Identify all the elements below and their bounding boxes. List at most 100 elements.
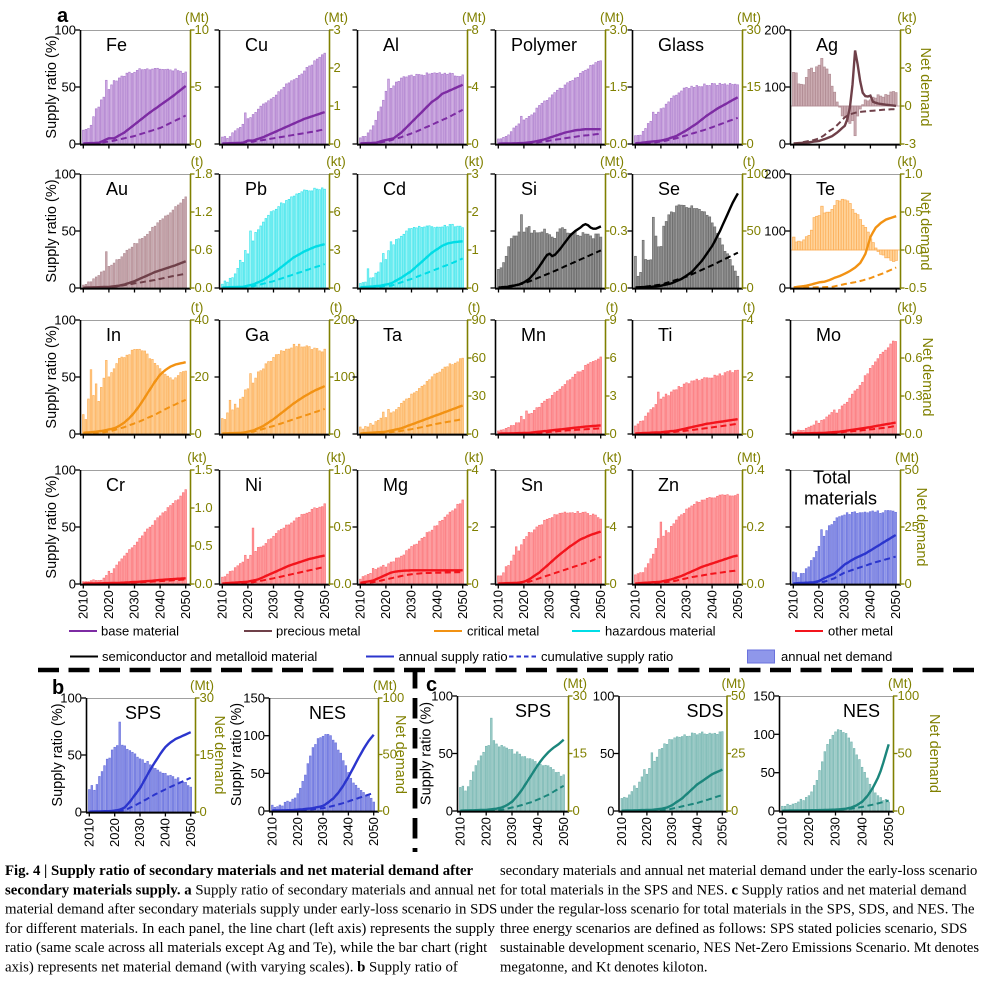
svg-text:3: 3 [610, 388, 617, 403]
svg-text:100: 100 [753, 727, 775, 742]
svg-text:2020: 2020 [378, 590, 393, 619]
svg-text:Net demand: Net demand [919, 338, 935, 417]
svg-text:0: 0 [779, 137, 786, 152]
svg-text:0: 0 [69, 281, 76, 296]
svg-text:Supply ratio (%): Supply ratio (%) [44, 475, 60, 578]
svg-text:15: 15 [747, 79, 761, 94]
svg-text:a: a [57, 5, 69, 27]
svg-text:6: 6 [334, 204, 341, 219]
svg-text:2020: 2020 [516, 590, 531, 619]
svg-text:100: 100 [383, 690, 405, 705]
svg-text:100: 100 [431, 689, 453, 704]
svg-text:50: 50 [439, 746, 453, 761]
svg-text:30: 30 [472, 388, 486, 403]
svg-text:other metal: other metal [828, 624, 893, 639]
svg-text:0: 0 [446, 804, 453, 819]
svg-text:100: 100 [764, 80, 786, 95]
svg-text:Ag: Ag [816, 35, 838, 55]
svg-text:2020: 2020 [290, 817, 305, 846]
svg-text:2010: 2010 [76, 590, 91, 619]
svg-text:0: 0 [905, 576, 912, 591]
svg-text:precious metal: precious metal [276, 624, 361, 639]
svg-text:Net demand: Net demand [917, 48, 933, 127]
svg-text:(kt): (kt) [897, 154, 917, 169]
svg-text:100: 100 [54, 23, 76, 38]
svg-text:0: 0 [610, 576, 617, 591]
svg-text:0.5: 0.5 [195, 538, 213, 553]
svg-text:30: 30 [573, 688, 587, 703]
svg-text:0: 0 [195, 136, 202, 151]
svg-text:In: In [106, 325, 121, 345]
svg-text:Ga: Ga [245, 325, 270, 345]
svg-text:0: 0 [747, 136, 754, 151]
svg-text:annual supply ratio: annual supply ratio [399, 649, 508, 664]
svg-text:5: 5 [195, 79, 202, 94]
svg-text:15: 15 [573, 746, 587, 761]
svg-text:critical metal: critical metal [467, 624, 539, 639]
svg-text:-3: -3 [905, 136, 917, 151]
svg-text:6: 6 [610, 350, 617, 365]
svg-text:2040: 2040 [429, 590, 444, 619]
svg-text:(t): (t) [606, 300, 619, 315]
svg-text:0: 0 [200, 804, 207, 819]
svg-text:50: 50 [731, 688, 745, 703]
svg-text:0.5: 0.5 [334, 519, 352, 534]
svg-text:3: 3 [905, 60, 912, 75]
svg-text:0.0: 0.0 [195, 280, 213, 295]
svg-text:base material: base material [101, 624, 179, 639]
svg-text:2040: 2040 [341, 817, 356, 846]
svg-text:2030: 2030 [679, 590, 694, 619]
svg-text:15: 15 [200, 747, 214, 762]
svg-text:Ni: Ni [245, 475, 262, 495]
svg-text:0: 0 [195, 426, 202, 441]
svg-text:-0.5: -0.5 [905, 280, 927, 295]
svg-text:2050: 2050 [317, 590, 332, 619]
svg-text:50: 50 [383, 747, 397, 762]
svg-text:three energy scenarios are def: three energy scenarios are defined as fo… [500, 921, 967, 937]
svg-text:0: 0 [258, 804, 265, 819]
svg-text:(Mt): (Mt) [373, 678, 397, 693]
svg-text:Pb: Pb [245, 179, 267, 199]
svg-text:(kt): (kt) [602, 450, 622, 465]
svg-text:0: 0 [472, 426, 479, 441]
svg-text:2020: 2020 [801, 817, 816, 846]
svg-text:2020: 2020 [653, 590, 668, 619]
svg-text:50: 50 [62, 520, 76, 535]
svg-text:0: 0 [334, 136, 341, 151]
svg-text:50: 50 [62, 370, 76, 385]
svg-text:3: 3 [334, 242, 341, 257]
svg-text:9: 9 [334, 166, 341, 181]
svg-text:2020: 2020 [639, 817, 654, 846]
svg-text:100: 100 [898, 688, 920, 703]
svg-text:(Mt): (Mt) [563, 676, 587, 691]
svg-text:40: 40 [195, 312, 209, 327]
svg-text:(Mt): (Mt) [722, 676, 746, 691]
svg-text:(t): (t) [330, 300, 343, 315]
svg-text:0: 0 [334, 280, 341, 295]
svg-text:100: 100 [334, 369, 356, 384]
svg-text:cumulative supply ratio: cumulative supply ratio [541, 649, 673, 664]
svg-text:2010: 2010 [82, 818, 97, 847]
svg-text:4: 4 [610, 519, 617, 534]
svg-text:SDS: SDS [687, 701, 724, 721]
svg-text:0: 0 [779, 281, 786, 296]
svg-text:1.0: 1.0 [195, 500, 213, 515]
svg-text:2020: 2020 [101, 590, 116, 619]
svg-text:4: 4 [747, 312, 754, 327]
svg-text:0.5: 0.5 [905, 204, 923, 219]
svg-text:2050: 2050 [455, 590, 470, 619]
svg-text:2030: 2030 [315, 817, 330, 846]
svg-text:100: 100 [243, 728, 265, 743]
svg-text:(t): (t) [743, 154, 756, 169]
svg-text:0.0: 0.0 [905, 242, 923, 257]
svg-text:Te: Te [816, 179, 835, 199]
svg-text:2020: 2020 [107, 818, 122, 847]
svg-text:50: 50 [600, 746, 614, 761]
svg-text:(Mt): (Mt) [185, 10, 209, 25]
svg-text:0.6: 0.6 [195, 242, 213, 257]
svg-text:under the regular-loss scenari: under the regular-loss scenario for tota… [500, 902, 974, 918]
svg-text:(t): (t) [191, 300, 204, 315]
svg-text:50: 50 [68, 748, 82, 763]
svg-text:2030: 2030 [504, 817, 519, 846]
svg-text:2030: 2030 [828, 817, 843, 846]
